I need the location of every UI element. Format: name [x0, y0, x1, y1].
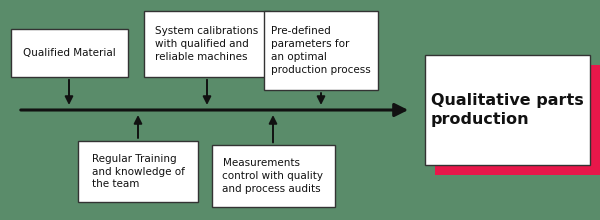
- FancyBboxPatch shape: [144, 11, 270, 77]
- Text: System calibrations
with qualified and
reliable machines: System calibrations with qualified and r…: [155, 26, 259, 62]
- FancyBboxPatch shape: [264, 11, 378, 90]
- FancyBboxPatch shape: [425, 55, 589, 165]
- Text: Regular Training
and knowledge of
the team: Regular Training and knowledge of the te…: [92, 154, 184, 189]
- FancyBboxPatch shape: [436, 65, 600, 175]
- Text: Pre-defined
parameters for
an optimal
production process: Pre-defined parameters for an optimal pr…: [271, 26, 371, 75]
- FancyBboxPatch shape: [11, 29, 128, 77]
- FancyBboxPatch shape: [212, 145, 335, 207]
- Text: Qualified Material: Qualified Material: [23, 48, 115, 58]
- Text: Measurements
control with quality
and process audits: Measurements control with quality and pr…: [223, 158, 323, 194]
- FancyBboxPatch shape: [78, 141, 198, 202]
- Text: Qualitative parts
production: Qualitative parts production: [431, 93, 583, 127]
